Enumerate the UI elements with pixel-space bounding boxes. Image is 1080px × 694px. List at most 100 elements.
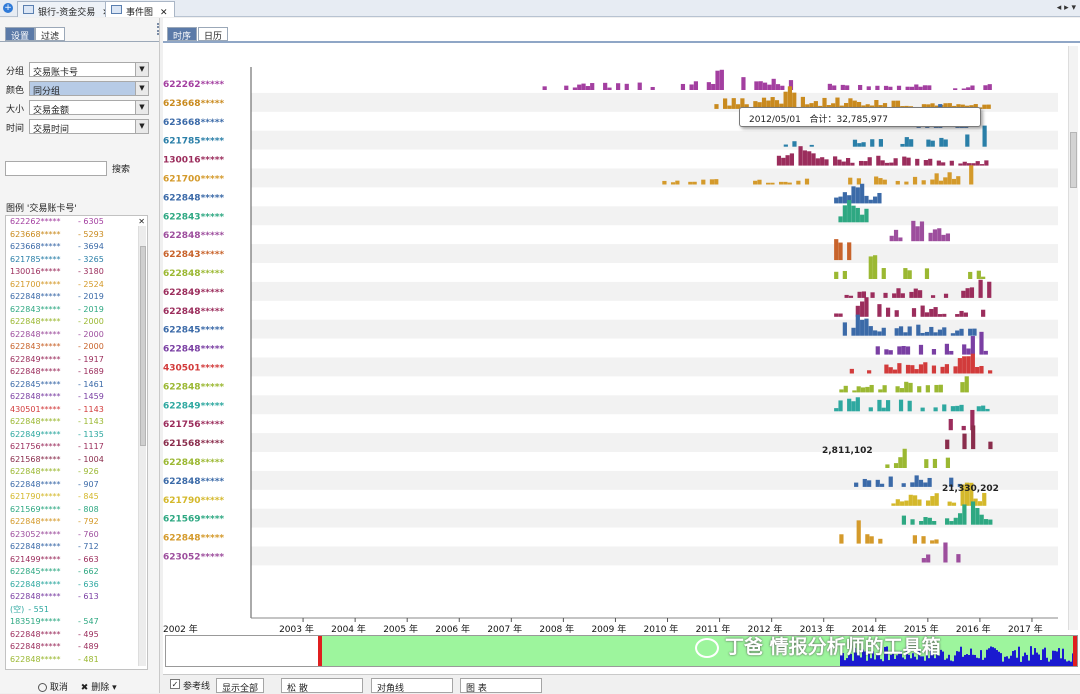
legend-item[interactable]: 622848***** - 1143 (6, 416, 147, 429)
reference-line-checkbox[interactable]: ✓ (170, 679, 180, 689)
legend-item[interactable]: (空) - 551 (6, 604, 147, 617)
tab-settings[interactable]: 设置 (5, 27, 36, 42)
legend-item[interactable]: 623668***** - 5293 (6, 229, 147, 242)
legend-item[interactable]: 622848***** - 2000 (6, 329, 147, 342)
search-button[interactable]: 搜索 (112, 165, 131, 175)
legend-item[interactable]: 622848***** - 2019 (6, 291, 147, 304)
legend-item[interactable]: 621499***** - 663 (6, 554, 147, 567)
row-band (251, 319, 1058, 339)
search-input[interactable] (5, 161, 107, 176)
size-select[interactable]: 交易金额 ▼ (29, 100, 149, 116)
collapse-icon[interactable]: ✕ (138, 217, 145, 226)
tab-event-chart[interactable]: 事件图 ✕ (105, 1, 175, 18)
event-bar (911, 308, 917, 317)
legend-item[interactable]: 622848***** - 495 (6, 629, 147, 642)
x-tick-label: 2015 年 (904, 623, 939, 635)
scatter-button[interactable]: 松 散 (281, 678, 363, 694)
size-field: 大小 交易金额 ▼ (6, 100, 149, 116)
event-bar (924, 268, 930, 279)
legend-item[interactable]: 621568***** - 1004 (6, 454, 147, 467)
cancel-button[interactable]: 取消 (38, 683, 68, 693)
overview-bar (856, 652, 858, 666)
time-select[interactable]: 交易时间 ▼ (29, 119, 149, 135)
legend-item[interactable]: 130016***** - 3180 (6, 266, 147, 279)
legend-item[interactable]: 621756***** - 1117 (6, 441, 147, 454)
legend-item[interactable]: 621790***** - 845 (6, 491, 147, 504)
legend-item-name: 621756***** (10, 442, 61, 451)
overview-right-handle[interactable] (1073, 636, 1077, 666)
x-tick-label: 2002 年 (163, 623, 198, 635)
event-bar (895, 386, 900, 393)
legend-scrollbar[interactable] (138, 226, 146, 666)
overview-strip[interactable] (165, 635, 1078, 667)
event-bar (924, 331, 930, 336)
splitter-handle[interactable] (157, 23, 161, 35)
legend-item[interactable]: 622848***** - 907 (6, 479, 147, 492)
tab-scroll-controls[interactable]: ◂ ▸ ▾ (1056, 3, 1076, 13)
event-bar (942, 327, 947, 336)
overview-bar (1028, 660, 1030, 666)
legend-item[interactable]: 622848***** - 2000 (6, 316, 147, 329)
legend-item[interactable]: 622848***** - 613 (6, 591, 147, 604)
tab-filter[interactable]: 过滤 (35, 27, 66, 42)
chart-scroll-thumb[interactable] (1070, 132, 1077, 188)
x-tick-label: 2017 年 (1008, 623, 1043, 635)
legend-item[interactable]: 622848***** - 481 (6, 654, 147, 667)
show-all-button[interactable]: 显示全部 (216, 678, 265, 694)
chevron-down-icon[interactable]: ▼ (135, 101, 148, 114)
legend-item[interactable]: 621569***** - 808 (6, 504, 147, 517)
event-bar (834, 197, 839, 204)
diagonal-button[interactable]: 对角线 (371, 678, 453, 694)
legend-item[interactable]: 622262***** - 6305 (6, 216, 147, 229)
legend-item[interactable]: 621785***** - 3265 (6, 254, 147, 267)
legend-item[interactable]: 622848***** - 489 (6, 641, 147, 654)
legend-item[interactable]: 183519***** - 547 (6, 616, 147, 629)
legend-item[interactable]: 622843***** - 2000 (6, 341, 147, 354)
event-bar (675, 180, 680, 185)
legend-item[interactable]: 622848***** - 712 (6, 541, 147, 554)
event-bar (878, 538, 883, 544)
chevron-down-icon[interactable]: ▼ (135, 120, 148, 133)
legend-item[interactable]: 622849***** - 1917 (6, 354, 147, 367)
legend-item[interactable]: 622848***** - 1689 (6, 366, 147, 379)
chevron-down-icon[interactable]: ▼ (135, 63, 148, 76)
event-bar (860, 387, 866, 393)
legend-item[interactable]: 622848***** - 926 (6, 466, 147, 479)
legend-item[interactable]: 622849***** - 1135 (6, 429, 147, 442)
overview-left-handle[interactable] (318, 636, 322, 666)
chevron-down-icon[interactable]: ▼ (135, 82, 148, 95)
event-bar (882, 385, 887, 393)
event-bar (834, 239, 839, 261)
color-select[interactable]: 同分组 ▼ (29, 81, 149, 97)
event-bar (970, 353, 975, 374)
chart-button[interactable]: 图 表 (460, 678, 542, 694)
legend-item[interactable]: 621700***** - 2524 (6, 279, 147, 292)
legend-item[interactable]: 622843***** - 2019 (6, 304, 147, 317)
event-bar (945, 233, 951, 242)
legend-item[interactable]: 622848***** - 1459 (6, 391, 147, 404)
legend-item[interactable]: 622845***** - 1461 (6, 379, 147, 392)
group-by-select[interactable]: 交易账卡号 ▼ (29, 62, 149, 78)
close-tab-icon[interactable]: ✕ (160, 8, 168, 18)
delete-button[interactable]: ✖ 删除 ▾ (80, 683, 117, 693)
legend-item[interactable]: 623052***** - 760 (6, 529, 147, 542)
add-tab-icon[interactable]: + (3, 3, 13, 13)
event-bar (877, 399, 882, 412)
legend-item[interactable]: 622848***** - 636 (6, 579, 147, 592)
legend-scroll-thumb[interactable] (140, 246, 146, 446)
overview-bar (1008, 658, 1010, 666)
legend-item[interactable]: 622848***** - 792 (6, 516, 147, 529)
tab-timeline[interactable]: 时序 (167, 27, 198, 42)
overview-bar (1058, 648, 1060, 666)
legend-item[interactable]: 430501***** - 1143 (6, 404, 147, 417)
chart-scrollbar[interactable] (1068, 46, 1078, 630)
legend-item[interactable]: 623668***** - 3694 (6, 241, 147, 254)
timeline-chart[interactable]: 2002 年 2003 年 2004 年 2005 年 2006 年 2007 年 2008… (163, 44, 1068, 660)
tab-calendar[interactable]: 日历 (198, 27, 229, 42)
legend-list[interactable]: 622262***** - 6305 623668***** - 5293 623668… (5, 215, 148, 670)
legend-item[interactable]: 622845***** - 662 (6, 566, 147, 579)
event-bar (953, 517, 958, 525)
event-bar (848, 295, 854, 298)
tab-bank-transactions[interactable]: 银行-资金交易✕ (17, 1, 117, 18)
event-bar (958, 163, 963, 166)
